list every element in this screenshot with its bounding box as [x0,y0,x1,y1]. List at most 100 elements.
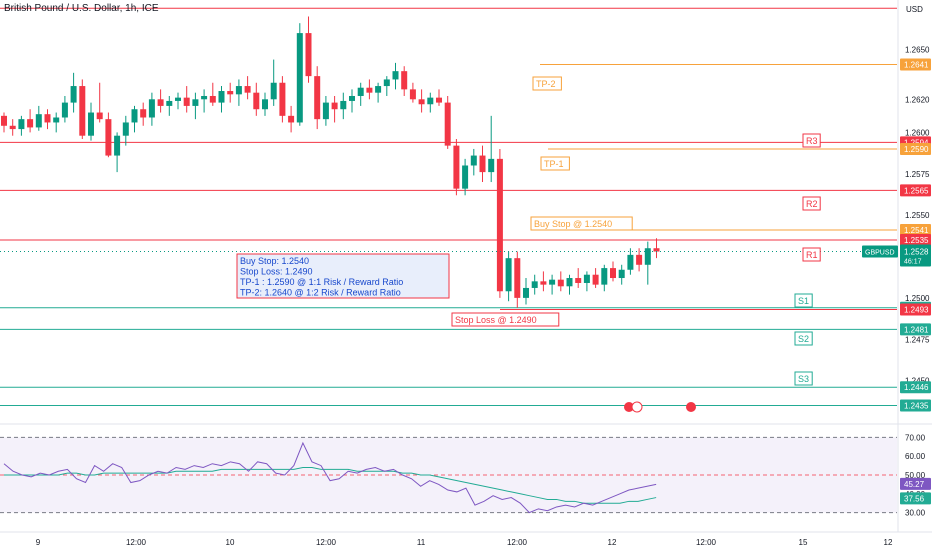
candle-body [157,99,164,106]
candle-body [18,119,25,130]
event-flag-icon[interactable] [686,402,696,412]
price-badge-text: 1.2565 [904,186,929,195]
candle-body [462,165,469,189]
candle-body [557,279,564,287]
price-tick-label: 1.2575 [905,170,930,179]
time-axis-label: 12:00 [696,538,717,547]
chart-title: British Pound / U.S. Dollar, 1h, ICE [4,3,159,14]
candle-body [610,268,616,279]
candle-body [383,79,390,87]
price-badge-text: 1.2446 [904,383,929,392]
candle-body [79,86,86,136]
candle-body [27,119,34,128]
price-tick-label: 1.2500 [905,294,930,303]
level-label-stoploss: Stop Loss @ 1.2490 [455,315,537,325]
rsi-value-badge [900,477,931,490]
candle-body [514,258,521,298]
candle-body [505,258,512,292]
price-badge-r2 [900,184,931,197]
candle-body [331,102,338,110]
price-badge-stoploss [900,303,931,316]
countdown-text: 46:17 [904,259,922,266]
candle-body [496,158,503,292]
level-label-box-tp1 [540,156,570,171]
candle-body [349,95,355,101]
last-price-text: 1.2528 [904,248,929,257]
candle-body [479,155,486,173]
candle-body [549,279,556,285]
level-label-buystop: Buy Stop @ 1.2540 [534,219,612,229]
candle-body [61,102,68,118]
candle-body [601,268,608,285]
rsi-tick-label: 60.00 [905,452,926,461]
candle-body [140,109,147,118]
price-badge-r1 [900,233,931,246]
price-badge-tp1 [900,142,931,155]
candle-body [566,278,573,287]
level-label-box-s3 [794,371,813,386]
price-badge-tp2 [900,58,931,71]
candle-body [244,86,251,93]
candle-body [575,278,582,283]
candle-body [375,86,382,93]
candle-body [183,97,190,106]
candle-body [444,102,451,146]
info-box-line: Stop Loss: 1.2490 [240,267,313,277]
rsi-value-text: 45.27 [904,480,925,489]
candle-body [166,100,173,106]
price-badge-text: 1.2481 [904,325,929,334]
event-flag-icon[interactable] [631,401,643,413]
level-label-box-r1 [802,247,821,262]
price-badge-text: 1.2594 [904,138,929,147]
time-axis-label: 12:00 [507,538,528,547]
rsi-tick-label: 50.00 [905,471,926,480]
candle-body [392,71,399,80]
info-box-line: Buy Stop: 1.2540 [240,256,309,266]
candle-body [523,287,529,298]
candle-body [305,33,312,77]
price-tick-label: 1.2475 [905,335,930,344]
candle-body [401,71,408,90]
rsi-ma-line [4,466,657,504]
candle-body [279,82,286,116]
candle-body [235,86,242,95]
candle-body [9,125,16,130]
candle-body [453,145,460,189]
time-axis-label: 12 [884,538,893,547]
level-label-box-buystop [530,216,633,231]
currency-label: USD [906,5,923,14]
candle-body [618,269,625,279]
candle-body [88,112,94,136]
candle-body [627,254,634,270]
candle-body [262,99,268,110]
candle-body [409,89,416,100]
price-badge-text: 1.2435 [904,401,929,410]
price-tick-label: 1.2600 [905,128,930,137]
level-label-box-s1 [794,293,813,308]
candle-body [592,274,599,285]
candle-body [227,91,234,95]
level-label-r2: R2 [806,199,818,209]
candle-body [470,155,477,166]
level-label-box-s2 [794,331,813,346]
event-flag-icon[interactable] [624,402,634,412]
time-axis-label: 10 [226,538,235,547]
price-tick-label: 1.2550 [905,211,930,220]
candle-body [653,248,660,252]
candle-body [270,82,277,100]
rsi-tick-label: 30.00 [905,509,926,518]
candle-body [201,95,208,100]
ticker-symbol: GBPUSD [865,250,895,257]
price-tick-label: 1.2620 [905,95,930,104]
rsi-ma-text: 37.56 [904,494,925,503]
candle-body [35,114,42,128]
price-badge-text: 1.2590 [904,145,929,154]
candle-body [44,114,51,123]
candle-body [218,91,225,103]
price-tick-label: 1.2650 [905,46,930,55]
price-badge-text: 1.2641 [904,61,929,70]
candle-body [288,115,295,123]
price-badge-extra [900,399,931,412]
